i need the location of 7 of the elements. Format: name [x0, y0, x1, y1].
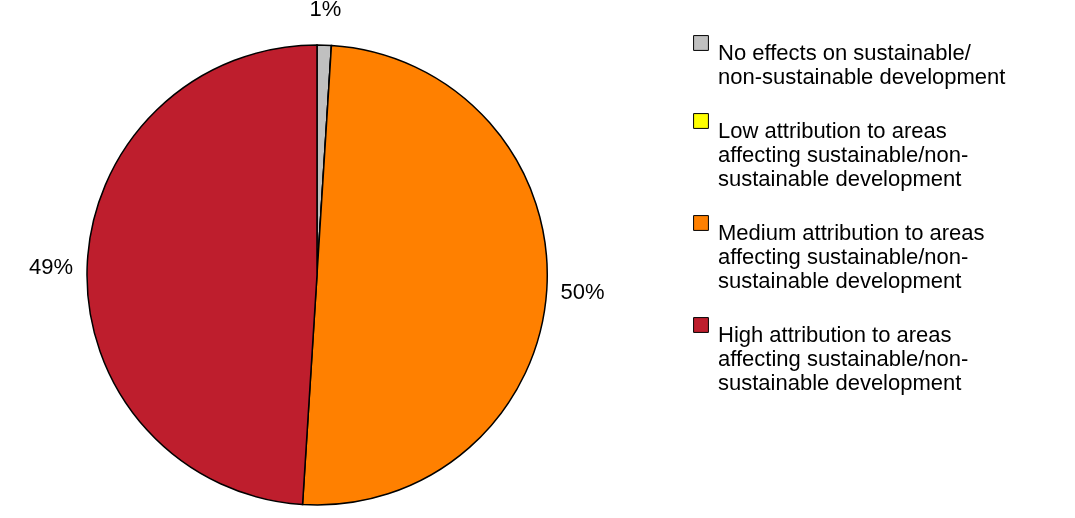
legend-label: Medium attribution to areas affecting sustainable/non-sustainable development: [718, 220, 985, 293]
legend-label: Low attribution to areas affecting sustainable/non-sustainable development: [718, 118, 969, 191]
legend-label: No effects on sustainable/ non-sustainable development: [718, 40, 1006, 89]
data-label: 50%: [560, 278, 605, 304]
legend-label: High attribution to areas affecting sustainable/non-sustainable development: [718, 322, 969, 395]
data-label: 1%: [309, 0, 342, 22]
data-label: 49%: [29, 253, 74, 279]
